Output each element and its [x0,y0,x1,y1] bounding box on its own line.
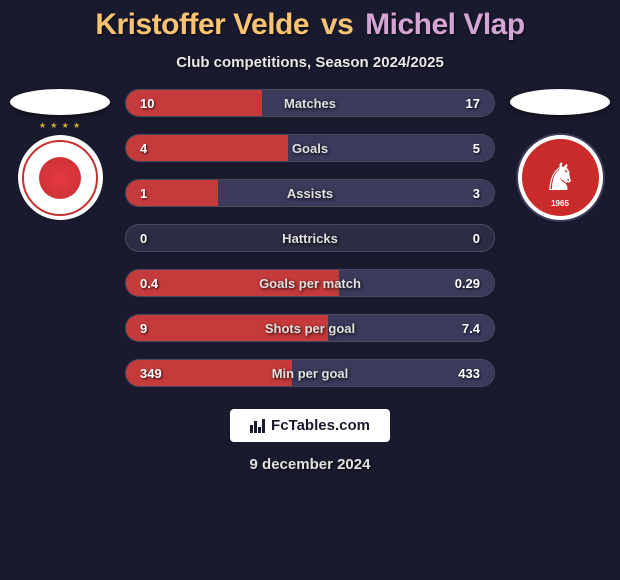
stat-row: 4 Goals 5 [125,134,495,162]
stat-label: Hattricks [282,231,338,246]
stat-row: 1 Assists 3 [125,179,495,207]
stat-value-right: 0 [473,231,480,246]
stat-label: Assists [287,186,333,201]
stat-value-left: 4 [140,141,147,156]
stat-row: 0.4 Goals per match 0.29 [125,269,495,297]
player2-name: Michel Vlap [365,8,525,41]
stat-value-left: 1 [140,186,147,201]
stat-row: 9 Shots per goal 7.4 [125,314,495,342]
player1-name: Kristoffer Velde [95,8,309,41]
bar-left [126,135,288,161]
stat-label: Matches [284,96,336,111]
stat-label: Goals per match [259,276,361,291]
club-badge-right: ♞ 1965 [518,135,603,220]
stat-value-left: 0 [140,231,147,246]
club-stars-icon: ★ ★ ★ ★ [39,121,81,130]
right-side: ♞ 1965 [505,89,615,220]
brand-badge[interactable]: FcTables.com [230,409,390,442]
page-title: Kristoffer Velde vs Michel Vlap [95,8,524,42]
vs-separator: vs [317,8,357,41]
subtitle: Club competitions, Season 2024/2025 [176,54,444,71]
stat-value-right: 433 [458,366,480,381]
player1-photo-oval [10,89,110,115]
chart-icon [250,419,265,433]
comparison-card: Kristoffer Velde vs Michel Vlap Club com… [0,0,620,473]
main-content: ★ ★ ★ ★ 10 Matches 17 4 Goals 5 1 Assists 3 0 Hatt… [0,89,620,387]
stat-value-left: 0.4 [140,276,158,291]
stat-label: Shots per goal [265,321,355,336]
stat-row: 10 Matches 17 [125,89,495,117]
footer: FcTables.com 9 december 2024 [230,409,390,473]
club-year: 1965 [551,199,569,208]
stat-value-right: 5 [473,141,480,156]
stat-value-left: 10 [140,96,154,111]
stat-value-right: 7.4 [462,321,480,336]
stat-row: 349 Min per goal 433 [125,359,495,387]
brand-label: FcTables.com [271,417,370,434]
stat-value-right: 0.29 [455,276,480,291]
bar-right [218,180,494,206]
badge-center [39,157,81,199]
stat-row: 0 Hattricks 0 [125,224,495,252]
stat-label: Min per goal [272,366,349,381]
stat-value-right: 3 [473,186,480,201]
left-side: ★ ★ ★ ★ [5,89,115,220]
stat-list: 10 Matches 17 4 Goals 5 1 Assists 3 0 Hattricks 0 0.… [125,89,495,387]
stat-value-left: 9 [140,321,147,336]
date-label: 9 december 2024 [250,456,371,473]
stat-value-right: 17 [466,96,480,111]
stat-label: Goals [292,141,328,156]
player2-photo-oval [510,89,610,115]
club-badge-left: ★ ★ ★ ★ [18,135,103,220]
stat-value-left: 349 [140,366,162,381]
horse-icon: ♞ [543,155,577,200]
